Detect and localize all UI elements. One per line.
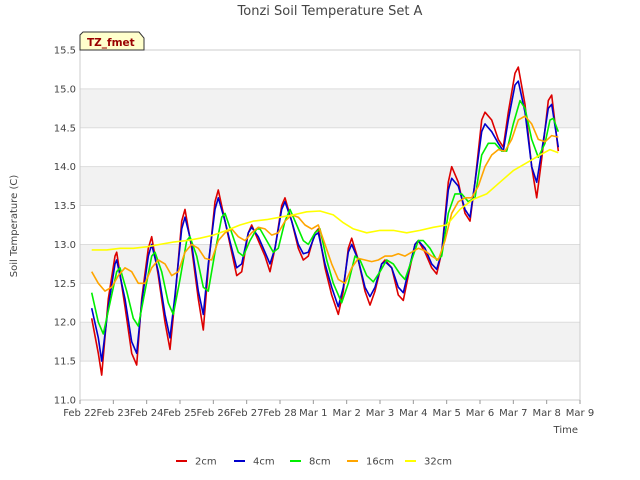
legend-item-4cm: 4cm [234,457,275,468]
y-tick-label: 12.5 [54,279,76,290]
x-tick-label: Mar 6 [466,408,494,419]
series-line-4cm [90,80,560,362]
y-axis-ticks: 11.0 11.5 12.0 12.5 13.0 13.5 14.0 14.5 15.0 15.5 [54,46,76,407]
y-tick-label: 11.5 [54,357,76,368]
y-tick-label: 13.5 [54,201,76,212]
y-tick-label: 14.5 [54,123,76,134]
plot-band [80,322,580,362]
y-axis-label: Soil Temperature (C) [9,175,20,278]
x-tick-label: Mar 3 [366,408,394,419]
plot-band [80,88,580,128]
series-line-32cm [91,148,559,251]
y-tick-label: 14.0 [54,162,76,173]
x-tick-label: Feb 23 [97,408,131,419]
legend-label: 16cm [366,457,394,468]
plot-band [80,166,580,206]
x-tick-label: Mar 5 [432,408,460,419]
site-label: TZ_fmet [87,37,135,49]
legend-label: 8cm [309,457,331,468]
x-tick-label: Mar 7 [499,408,527,419]
legend-item-16cm: 16cm [347,457,394,468]
x-tick-label: Feb 25 [163,408,197,419]
x-tick-label: Feb 27 [230,408,264,419]
x-tick-label: Mar 1 [299,408,327,419]
series-line-16cm [91,115,559,292]
y-tick-label: 15.5 [54,46,76,57]
y-tick-label: 12.0 [54,318,76,329]
x-tick-label: Mar 9 [566,408,594,419]
series-line-8cm [90,99,560,335]
y-tick-label: 11.0 [54,396,76,407]
y-tick-label: 13.0 [54,240,76,251]
x-tick-label: Feb 22 [63,408,97,419]
legend: 2cm 4cm 8cm 16cm 32cm [176,457,452,468]
y-tick-label: 15.0 [54,84,76,95]
x-tick-label: Mar 8 [532,408,560,419]
chart-title: Tonzi Soil Temperature Set A [237,4,423,19]
x-axis-label: Time [553,425,578,436]
site-label-box: TZ_fmet [79,31,145,51]
series-lines [90,66,560,376]
legend-item-8cm: 8cm [290,457,331,468]
x-tick-label: Feb 24 [130,408,164,419]
series-line-2cm [90,66,560,376]
legend-label: 2cm [195,457,217,468]
legend-label: 4cm [253,457,275,468]
legend-item-2cm: 2cm [176,457,217,468]
x-tick-label: Mar 2 [332,408,360,419]
x-tick-label: Mar 4 [399,408,427,419]
x-tick-label: Feb 28 [263,408,297,419]
plot-bands [80,88,580,362]
x-axis-ticks: Feb 22 Feb 23 Feb 24 Feb 25 Feb 26 Feb 27 Feb … [63,400,594,419]
x-tick-label: Feb 26 [197,408,231,419]
plot-frame [79,49,581,401]
legend-item-32cm: 32cm [405,457,452,468]
legend-label: 32cm [424,457,452,468]
